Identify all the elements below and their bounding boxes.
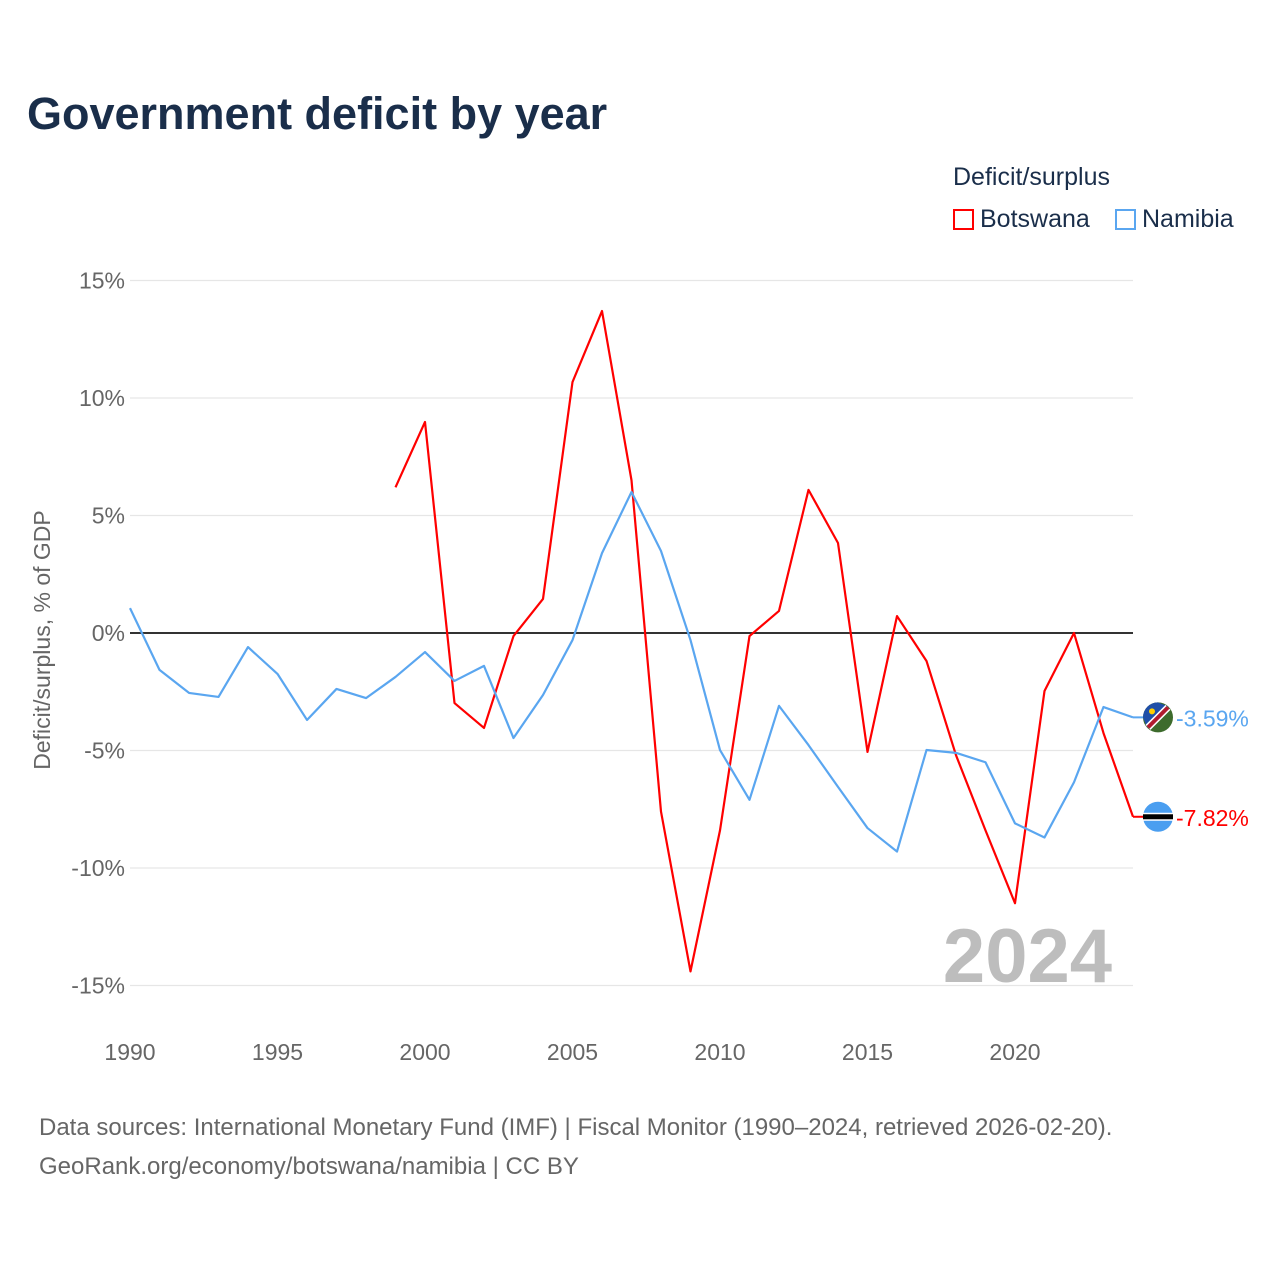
y-tick-label: -15% (71, 973, 125, 999)
legend-label-botswana: Botswana (980, 205, 1090, 233)
y-tick-label: 0% (92, 620, 125, 646)
flag-blue (1143, 702, 1168, 728)
x-tick-label: 1990 (104, 1039, 155, 1065)
source-line-1: Data sources: International Monetary Fun… (39, 1114, 1113, 1141)
namibia-flag-icon (1143, 702, 1173, 733)
flag-red (1146, 705, 1170, 729)
end-value-label: -7.82% (1176, 805, 1249, 831)
x-tick-label: 2005 (547, 1039, 598, 1065)
x-tick-label: 2015 (842, 1039, 893, 1065)
y-tick-label: 10% (79, 385, 125, 411)
y-tick-label: 15% (79, 268, 125, 294)
x-tick-label: 2020 (989, 1039, 1040, 1065)
y-tick-label: 5% (92, 503, 125, 529)
flag-stripe (1143, 814, 1173, 820)
legend-item-botswana[interactable]: Botswana (953, 205, 1090, 234)
y-axis-label: Deficit/surplus, % of GDP (29, 510, 55, 769)
x-tick-label: 1995 (252, 1039, 303, 1065)
botswana-flag-icon (1143, 801, 1173, 832)
x-tick-label: 2010 (694, 1039, 745, 1065)
y-tick-label: -10% (71, 855, 125, 881)
legend-swatch-botswana (953, 209, 974, 230)
legend-swatch-namibia (1115, 209, 1136, 230)
legend-item-namibia[interactable]: Namibia (1115, 205, 1234, 234)
end-value-label: -3.59% (1176, 705, 1249, 731)
x-tick-label: 2000 (399, 1039, 450, 1065)
legend-label-namibia: Namibia (1142, 205, 1234, 233)
source-note: Data sources: International Monetary Fun… (39, 1108, 1112, 1186)
year-watermark: 2024 (943, 914, 1112, 999)
chart-title: Government deficit by year (27, 88, 608, 139)
source-link[interactable]: GeoRank.org/economy/botswana/namibia | C… (39, 1153, 579, 1180)
flag-sun (1149, 708, 1155, 715)
y-tick-label: -5% (84, 738, 125, 764)
series-line-botswana (394, 309, 1135, 973)
legend-title: Deficit/surplus (953, 163, 1110, 191)
series-line-namibia (129, 490, 1134, 853)
